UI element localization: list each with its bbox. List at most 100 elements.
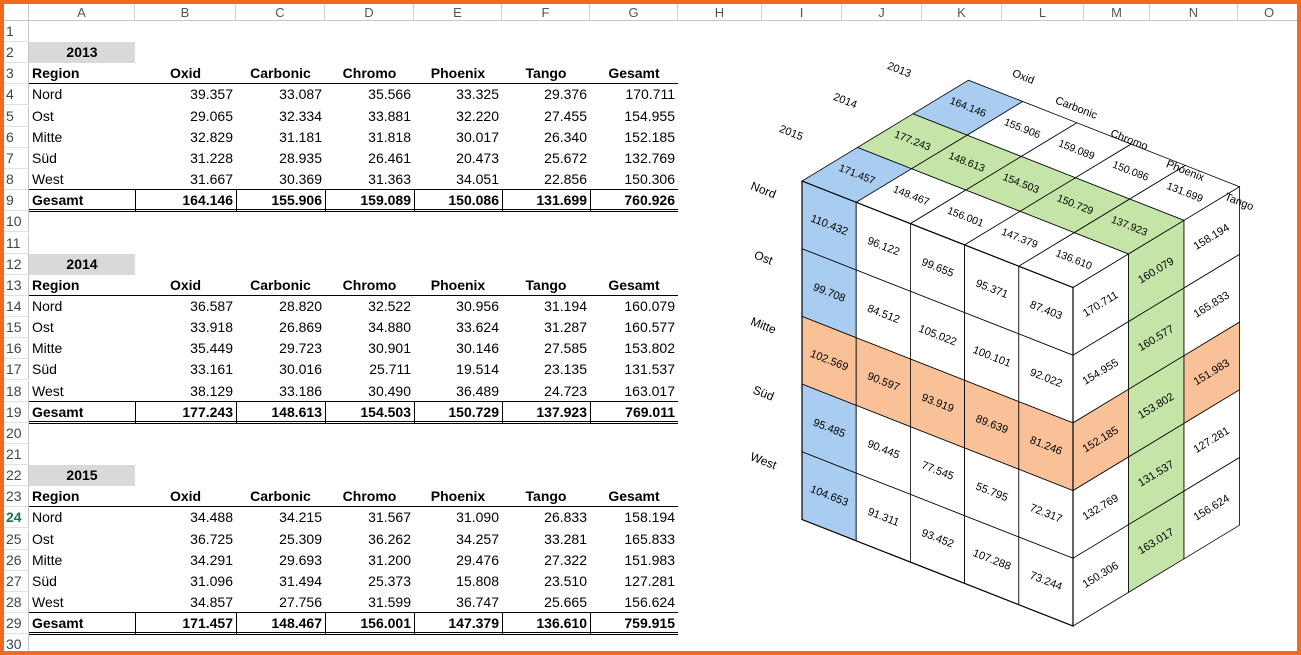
total-cell[interactable]: 760.926 — [624, 192, 675, 209]
total-label[interactable]: Gesamt — [32, 403, 84, 420]
value-cell[interactable]: 36.489 — [456, 382, 499, 399]
header-cell[interactable]: Carbonic — [250, 65, 311, 82]
header-cell[interactable]: Oxid — [169, 276, 202, 293]
header-cell[interactable]: Phoenix — [430, 276, 486, 293]
value-cell[interactable]: 33.281 — [544, 530, 587, 547]
value-cell[interactable]: 29.476 — [456, 551, 499, 568]
value-cell[interactable]: 163.017 — [624, 382, 675, 399]
value-cell[interactable]: 33.325 — [456, 86, 499, 103]
value-cell[interactable]: 36.262 — [368, 530, 411, 547]
total-cell[interactable]: 131.699 — [536, 192, 587, 209]
value-cell[interactable]: 150.306 — [624, 171, 675, 188]
value-cell[interactable]: 29.723 — [279, 340, 322, 357]
header-cell[interactable]: Gesamt — [608, 488, 660, 505]
region-cell[interactable]: Süd — [32, 572, 57, 589]
column-header-G[interactable]: G — [590, 4, 678, 21]
value-cell[interactable]: 33.186 — [279, 382, 322, 399]
column-header-D[interactable]: D — [325, 4, 414, 21]
value-cell[interactable]: 38.129 — [190, 382, 233, 399]
region-cell[interactable]: Mitte — [32, 128, 63, 145]
row-header-23[interactable]: 23 — [4, 486, 29, 508]
column-header-N[interactable]: N — [1150, 4, 1238, 21]
header-cell[interactable]: Chromo — [342, 65, 397, 82]
row-header-18[interactable]: 18 — [4, 380, 29, 402]
row-header-26[interactable]: 26 — [4, 549, 29, 571]
region-cell[interactable]: West — [32, 382, 64, 399]
value-cell[interactable]: 34.051 — [456, 171, 499, 188]
value-cell[interactable]: 28.935 — [279, 149, 322, 166]
row-header-27[interactable]: 27 — [4, 570, 29, 592]
value-cell[interactable]: 28.820 — [279, 297, 322, 314]
value-cell[interactable]: 30.490 — [368, 382, 411, 399]
value-cell[interactable]: 31.194 — [544, 297, 587, 314]
value-cell[interactable]: 26.340 — [544, 128, 587, 145]
row-header-16[interactable]: 16 — [4, 338, 29, 360]
value-cell[interactable]: 31.667 — [190, 171, 233, 188]
value-cell[interactable]: 33.161 — [190, 361, 233, 378]
value-cell[interactable]: 34.857 — [190, 594, 233, 611]
row-header-2[interactable]: 2 — [4, 42, 29, 64]
row-header-6[interactable]: 6 — [4, 126, 29, 148]
value-cell[interactable]: 35.566 — [368, 86, 411, 103]
column-header-M[interactable]: M — [1084, 4, 1150, 21]
column-header-C[interactable]: C — [236, 4, 325, 21]
row-header-8[interactable]: 8 — [4, 169, 29, 191]
value-cell[interactable]: 29.065 — [190, 107, 233, 124]
value-cell[interactable]: 31.494 — [279, 572, 322, 589]
row-header-9[interactable]: 9 — [4, 190, 29, 212]
value-cell[interactable]: 36.747 — [456, 594, 499, 611]
value-cell[interactable]: 31.228 — [190, 149, 233, 166]
row-header-11[interactable]: 11 — [4, 232, 29, 254]
value-cell[interactable]: 32.220 — [456, 107, 499, 124]
region-cell[interactable]: Mitte — [32, 551, 63, 568]
value-cell[interactable]: 34.880 — [368, 319, 411, 336]
value-cell[interactable]: 30.901 — [368, 340, 411, 357]
column-header-E[interactable]: E — [414, 4, 502, 21]
value-cell[interactable]: 15.808 — [456, 572, 499, 589]
value-cell[interactable]: 29.693 — [279, 551, 322, 568]
column-header-J[interactable]: J — [842, 4, 922, 21]
value-cell[interactable]: 33.881 — [368, 107, 411, 124]
value-cell[interactable]: 32.522 — [368, 297, 411, 314]
header-cell[interactable]: Oxid — [169, 488, 202, 505]
value-cell[interactable]: 26.461 — [368, 149, 411, 166]
region-cell[interactable]: Ost — [32, 319, 54, 336]
header-cell[interactable]: Gesamt — [608, 276, 660, 293]
value-cell[interactable]: 127.281 — [624, 572, 675, 589]
header-cell[interactable]: Phoenix — [430, 488, 486, 505]
value-cell[interactable]: 31.181 — [279, 128, 322, 145]
year-cell[interactable]: 2013 — [29, 42, 135, 64]
value-cell[interactable]: 31.096 — [190, 572, 233, 589]
value-cell[interactable]: 153.802 — [624, 340, 675, 357]
total-cell[interactable]: 155.906 — [271, 192, 322, 209]
value-cell[interactable]: 29.376 — [544, 86, 587, 103]
region-cell[interactable]: West — [32, 594, 64, 611]
value-cell[interactable]: 132.769 — [624, 149, 675, 166]
value-cell[interactable]: 34.488 — [190, 509, 233, 526]
value-cell[interactable]: 31.567 — [368, 509, 411, 526]
column-header-K[interactable]: K — [922, 4, 1002, 21]
region-cell[interactable]: Ost — [32, 530, 54, 547]
value-cell[interactable]: 156.624 — [624, 594, 675, 611]
row-header-19[interactable]: 19 — [4, 401, 29, 423]
value-cell[interactable]: 23.135 — [544, 361, 587, 378]
value-cell[interactable]: 36.587 — [190, 297, 233, 314]
header-cell[interactable]: Tango — [525, 276, 567, 293]
row-header-4[interactable]: 4 — [4, 84, 29, 106]
row-header-7[interactable]: 7 — [4, 147, 29, 169]
value-cell[interactable]: 160.577 — [624, 319, 675, 336]
row-header-30[interactable]: 30 — [4, 634, 29, 651]
value-cell[interactable]: 22.856 — [544, 171, 587, 188]
value-cell[interactable]: 33.918 — [190, 319, 233, 336]
value-cell[interactable]: 27.585 — [544, 340, 587, 357]
total-cell[interactable]: 154.503 — [360, 403, 411, 420]
header-cell[interactable]: Tango — [525, 488, 567, 505]
row-header-20[interactable]: 20 — [4, 422, 29, 444]
value-cell[interactable]: 32.334 — [279, 107, 322, 124]
total-cell[interactable]: 148.467 — [271, 615, 322, 632]
value-cell[interactable]: 151.983 — [624, 551, 675, 568]
value-cell[interactable]: 26.833 — [544, 509, 587, 526]
year-cell[interactable]: 2015 — [29, 465, 135, 487]
header-cell[interactable]: Carbonic — [250, 488, 311, 505]
row-header-13[interactable]: 13 — [4, 274, 29, 296]
